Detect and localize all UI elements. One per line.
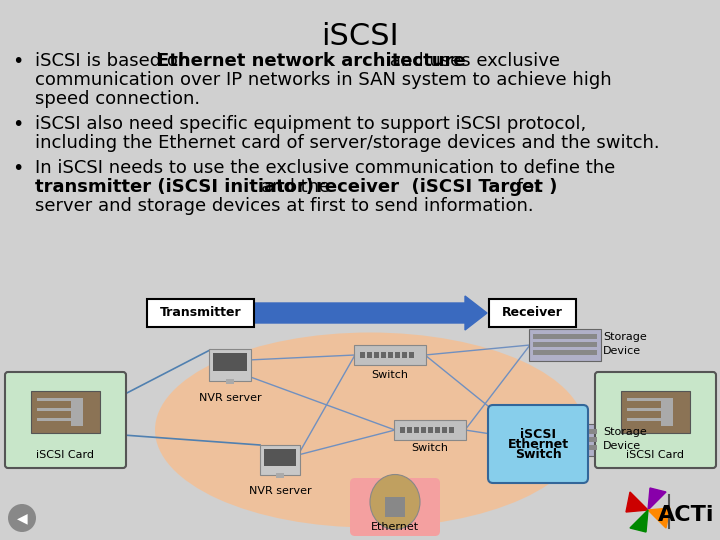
Text: Switch: Switch [412, 443, 449, 453]
Text: iSCSI also need specific equipment to support iSCSI protocol,: iSCSI also need specific equipment to su… [35, 115, 586, 133]
Bar [407, 427, 412, 433]
Bar [385, 497, 405, 517]
FancyBboxPatch shape [354, 345, 426, 365]
Bar [533, 342, 597, 347]
Bar [442, 427, 447, 433]
FancyBboxPatch shape [147, 299, 254, 327]
Text: Ethernet network architecture: Ethernet network architecture [158, 52, 466, 70]
Bar [428, 427, 433, 433]
FancyBboxPatch shape [621, 390, 690, 434]
Text: for: for [510, 178, 541, 196]
Text: and uses exclusive: and uses exclusive [384, 52, 559, 70]
Text: ACTi: ACTi [657, 505, 714, 525]
Bar [71, 397, 83, 427]
Bar [435, 427, 440, 433]
Bar [627, 397, 660, 401]
Text: iSCSI Card: iSCSI Card [626, 450, 685, 460]
FancyBboxPatch shape [489, 299, 576, 327]
Bar [276, 473, 284, 478]
FancyBboxPatch shape [209, 349, 251, 381]
Text: iSCSI Card: iSCSI Card [37, 450, 94, 460]
FancyBboxPatch shape [488, 405, 588, 483]
Polygon shape [648, 508, 670, 528]
Bar [533, 445, 597, 450]
Text: Transmitter: Transmitter [160, 307, 241, 320]
Bar [37, 417, 71, 421]
Bar [374, 352, 379, 358]
Bar [400, 427, 405, 433]
Bar [395, 352, 400, 358]
FancyBboxPatch shape [595, 372, 716, 468]
Polygon shape [630, 510, 648, 532]
Text: communication over IP networks in SAN system to achieve high: communication over IP networks in SAN sy… [35, 71, 611, 89]
FancyArrow shape [255, 296, 487, 330]
Bar [213, 353, 247, 371]
Text: •: • [12, 115, 23, 134]
Text: speed connection.: speed connection. [35, 90, 200, 108]
Bar [449, 427, 454, 433]
Bar [360, 352, 365, 358]
Text: Device: Device [603, 346, 641, 356]
Text: including the Ethernet card of server/storage devices and the switch.: including the Ethernet card of server/st… [35, 134, 660, 152]
Bar [226, 379, 234, 384]
Bar [409, 352, 414, 358]
Bar [367, 352, 372, 358]
Bar [533, 437, 597, 442]
Text: Ethernet: Ethernet [371, 522, 419, 532]
Text: Switch: Switch [372, 370, 408, 380]
Text: NVR server: NVR server [248, 486, 311, 496]
Text: In iSCSI needs to use the exclusive communication to define the: In iSCSI needs to use the exclusive comm… [35, 159, 616, 177]
Bar [264, 449, 296, 466]
Text: iSCSI: iSCSI [321, 22, 399, 51]
Bar [388, 352, 393, 358]
Bar [627, 408, 660, 410]
Text: •: • [12, 159, 23, 178]
Text: Receiver: Receiver [502, 307, 563, 320]
Bar [660, 397, 672, 427]
Bar [533, 429, 597, 434]
Polygon shape [648, 488, 666, 510]
Text: •: • [12, 52, 23, 71]
Text: NVR server: NVR server [199, 393, 261, 403]
FancyBboxPatch shape [31, 390, 100, 434]
FancyBboxPatch shape [5, 372, 126, 468]
FancyBboxPatch shape [394, 420, 466, 440]
Bar [421, 427, 426, 433]
Text: transmitter (iSCSI initiator): transmitter (iSCSI initiator) [35, 178, 314, 196]
Bar [37, 397, 71, 401]
FancyBboxPatch shape [529, 329, 601, 361]
FancyBboxPatch shape [529, 424, 601, 456]
FancyBboxPatch shape [350, 478, 440, 536]
Text: Storage: Storage [603, 427, 647, 437]
Bar [627, 417, 660, 421]
Text: Switch: Switch [515, 448, 562, 461]
Ellipse shape [155, 333, 585, 528]
FancyBboxPatch shape [260, 445, 300, 475]
Polygon shape [626, 492, 648, 512]
Bar [533, 334, 597, 339]
Text: Device: Device [603, 441, 641, 451]
Ellipse shape [370, 475, 420, 530]
Text: receiver  (iSCSI Target ): receiver (iSCSI Target ) [315, 178, 557, 196]
Bar [37, 408, 71, 410]
Text: ◀: ◀ [17, 511, 27, 525]
Text: iSCSI is based on: iSCSI is based on [35, 52, 195, 70]
Bar [414, 427, 419, 433]
Circle shape [8, 504, 36, 532]
Text: iSCSI: iSCSI [520, 428, 556, 441]
Text: Ethernet: Ethernet [508, 437, 569, 450]
Text: server and storage devices at first to send information.: server and storage devices at first to s… [35, 197, 534, 215]
Bar [533, 350, 597, 355]
Bar [402, 352, 407, 358]
Text: Storage: Storage [603, 332, 647, 342]
Bar [381, 352, 386, 358]
Text: and the: and the [261, 178, 336, 196]
